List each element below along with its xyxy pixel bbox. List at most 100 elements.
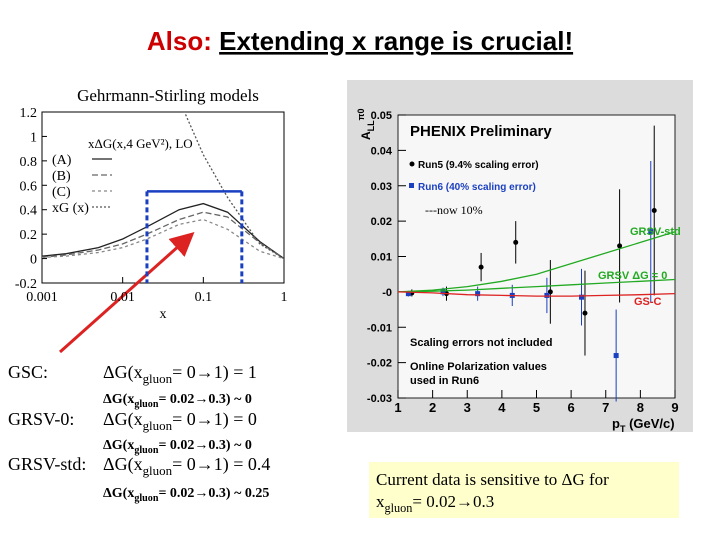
box-line: Current data is sensitive to ΔG for <box>376 470 609 489</box>
text-pre: ΔG(x <box>103 392 134 407</box>
plot-area <box>397 114 676 399</box>
data-point <box>648 229 654 235</box>
text-post: = 0→1) = 0 <box>172 409 257 430</box>
data-point <box>579 294 585 300</box>
legend-label: (B) <box>52 169 71 184</box>
data-point <box>405 291 411 297</box>
x-axis-label: pT (GeV/c) <box>612 416 675 434</box>
curve-label: GS-C <box>634 296 662 308</box>
note-label: GSC: <box>8 362 48 382</box>
y-tick-label: -0.03 <box>367 393 392 405</box>
y-tick-label: 0.4 <box>20 204 38 219</box>
note-line: ΔG(xgluon= 0→1) = 0 <box>103 409 257 433</box>
text-pre: ΔG(x <box>103 409 143 430</box>
text-pre: x <box>376 492 385 511</box>
legend-swatch <box>409 161 415 167</box>
x-tick-label: 0.01 <box>110 290 135 305</box>
data-point <box>544 292 550 298</box>
theory-curve <box>397 231 676 293</box>
note-line: ΔG(xgluon= 0→1) = 1 <box>103 362 257 386</box>
y-tick-label: 0.04 <box>371 145 393 157</box>
x-tick-label: 1 <box>281 290 288 305</box>
y-tick-label: 1.2 <box>20 106 38 121</box>
y-tick-label: 0.03 <box>371 181 392 193</box>
note-label: GRSV-0: <box>8 409 74 429</box>
y-axis-label: ALLπ0 <box>356 108 376 140</box>
curve-label: GRSV-std <box>630 226 681 238</box>
legend-label: xG (x) <box>52 201 89 216</box>
y-tick-label: -0.01 <box>367 322 392 334</box>
x-tick-label: 0.1 <box>195 290 213 305</box>
chart-title: Gehrmann-Stirling models <box>77 86 259 105</box>
x-tick-label: 4 <box>498 400 506 415</box>
y-tick-label: -0.02 <box>367 358 392 370</box>
annotation: Scaling errors not included <box>410 337 552 349</box>
text-post: = 0.02→0.3) ~ 0.25 <box>158 486 269 501</box>
pointer-arrow <box>59 232 195 354</box>
label-base: A <box>359 131 373 140</box>
data-point <box>478 264 484 270</box>
annotation: Online Polarization values <box>410 361 547 373</box>
note-line: ΔG(xgluon= 0.02→0.3) ~ 0.25 <box>103 486 269 504</box>
data-point <box>475 291 481 297</box>
annotation: used in Run6 <box>410 375 479 387</box>
x-tick-label: 7 <box>602 400 609 415</box>
curve <box>42 202 284 260</box>
text-pre: ΔG(x <box>103 362 143 383</box>
annotation: ---now 10% <box>425 203 483 217</box>
legend-label: (A) <box>52 153 72 168</box>
text-sub: gluon <box>143 418 173 433</box>
x-axis-label: x <box>160 307 167 322</box>
text-post: = 0.02→0.3) ~ 0 <box>158 438 251 453</box>
x-tick-label: 6 <box>568 400 575 415</box>
curve-label: GRSV ΔG = 0 <box>598 270 667 282</box>
text-post: = 0→1) = 1 <box>172 362 257 383</box>
data-point <box>617 243 623 249</box>
y-tick-label: -0.2 <box>15 277 37 292</box>
x-tick-label: 1 <box>394 400 401 415</box>
text-post: = 0.02→0.3 <box>412 492 494 511</box>
text-pre: ΔG(x <box>103 486 134 501</box>
curve <box>183 112 284 260</box>
x-tick-label: 8 <box>637 400 644 415</box>
y-tick-label: -0 <box>382 287 392 299</box>
legend-title: xΔG(x,4 GeV²), LO <box>88 136 193 151</box>
theory-curve <box>397 278 676 293</box>
curve <box>42 218 284 260</box>
note-label: GRSV-std: <box>8 454 86 474</box>
y-tick-label: 0.02 <box>371 216 392 228</box>
text-sub: gluon <box>134 445 158 456</box>
y-tick-label: 1 <box>30 130 37 145</box>
text-pre: ΔG(x <box>103 454 143 475</box>
x-tick-label: 3 <box>464 400 471 415</box>
y-tick-label: 0.2 <box>20 228 38 243</box>
label-sup: π0 <box>356 108 366 120</box>
label-sub: T <box>620 424 626 434</box>
data-point <box>582 310 588 316</box>
title-prefix: Also: <box>147 26 212 56</box>
label-post: (GeV/c) <box>625 416 674 431</box>
text-post: = 0→1) = 0.4 <box>172 454 270 475</box>
theory-curve <box>397 291 676 297</box>
x-tick-label: 5 <box>533 400 540 415</box>
text-sub: gluon <box>143 371 173 386</box>
label-base: p <box>612 416 620 431</box>
legend-label: Run6 (40% scaling error) <box>418 182 536 193</box>
series-group <box>42 112 284 260</box>
data-point <box>513 239 519 245</box>
text-post: = 0.02→0.3) ~ 0 <box>158 392 251 407</box>
y-tick-label: 0.8 <box>20 155 38 170</box>
text-sub: gluon <box>385 501 413 515</box>
slide-title: Also: Extending x range is crucial! <box>147 26 573 56</box>
note-line: ΔG(xgluon= 0→1) = 0.4 <box>103 454 270 478</box>
note-line: ΔG(xgluon= 0.02→0.3) ~ 0 <box>103 438 252 456</box>
note-box <box>369 462 679 518</box>
legend-label: Run5 (9.4% scaling error) <box>418 160 539 171</box>
data-point <box>440 289 446 295</box>
text-pre: ΔG(x <box>103 438 134 453</box>
data-point <box>651 208 657 214</box>
y-tick-label: 0 <box>30 253 37 268</box>
curve <box>42 211 284 260</box>
chart-title: PHENIX Preliminary <box>410 123 552 140</box>
